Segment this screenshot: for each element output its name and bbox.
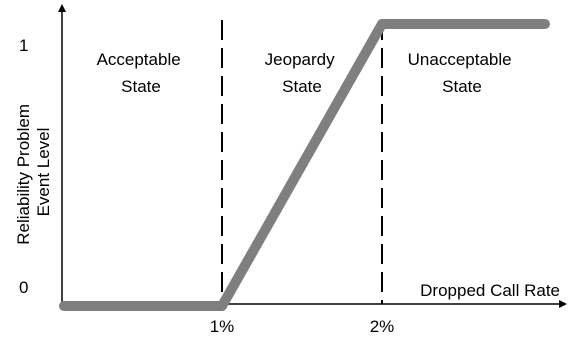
region-label-unacceptable-line2: State [442,77,482,96]
region-label-unacceptable-line1: Unacceptable [408,50,512,69]
region-label-unacceptable: Unacceptable State [408,50,517,96]
x-tick-label-2pct: 2% [370,317,395,336]
y-axis-label-line2: Event Level [34,128,53,217]
y-axis-label-line1: Reliability Problem [14,104,33,245]
region-label-jeopardy-line2: State [282,77,322,96]
region-label-acceptable-line1: Acceptable [97,50,181,69]
x-tick-label-1pct: 1% [210,317,235,336]
region-label-acceptable: Acceptable State [97,50,186,96]
region-label-jeopardy-line1: Jeopardy [265,50,335,69]
reliability-series-line [59,19,550,311]
y-tick-label-0: 0 [19,278,28,297]
x-axis-label: Dropped Call Rate [420,281,560,300]
region-label-jeopardy: Jeopardy State [265,50,340,96]
region-label-acceptable-line2: State [121,77,161,96]
y-tick-label-1: 1 [19,36,28,55]
y-axis-label: Reliability Problem Event Level [14,99,53,245]
